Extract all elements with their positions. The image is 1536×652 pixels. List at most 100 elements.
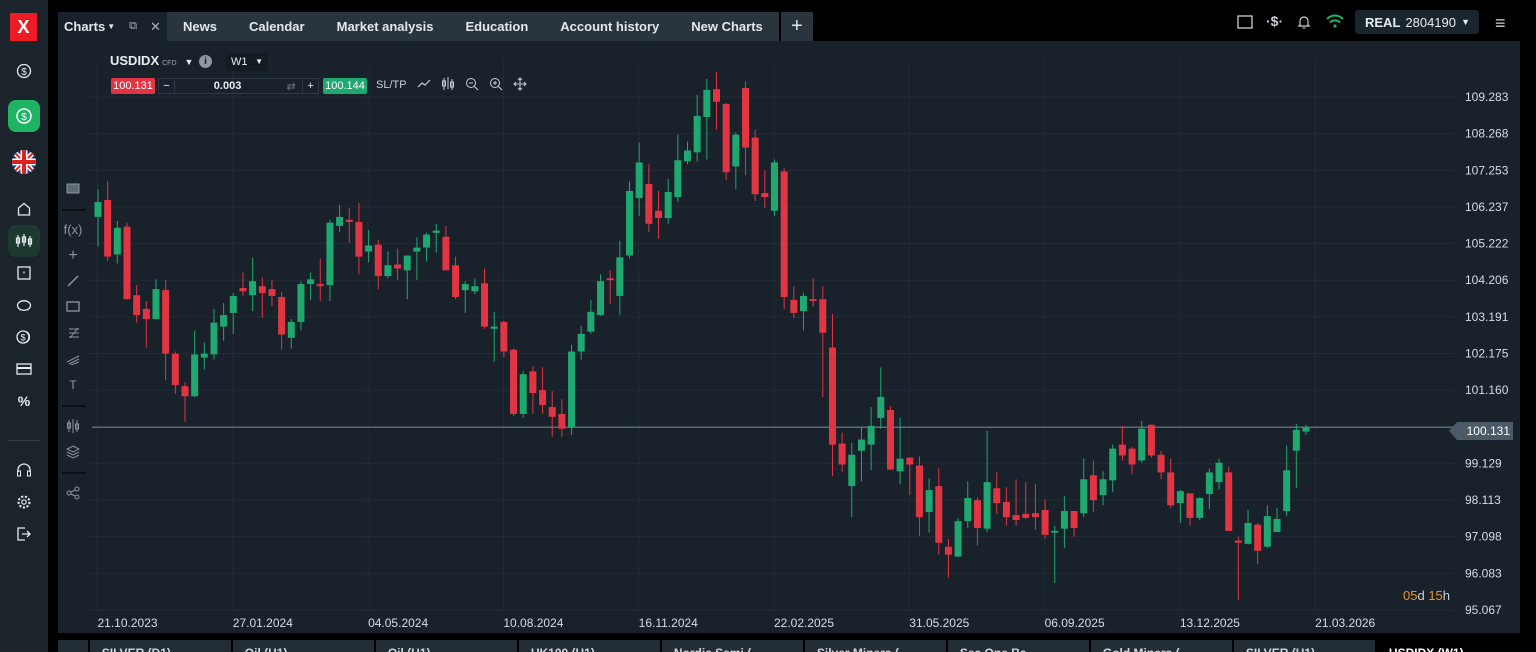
coins-icon[interactable]: $ xyxy=(8,321,40,353)
chart-tab[interactable]: Oil (H1) xyxy=(375,640,517,652)
chart-tab-active[interactable]: USDIDX (W1) xyxy=(1376,640,1518,652)
candle-bullish xyxy=(664,179,672,224)
hamburger-menu-icon[interactable]: ≡ xyxy=(1495,13,1506,33)
add-tab-button[interactable]: + xyxy=(780,12,813,41)
line-chart-icon[interactable] xyxy=(417,78,431,93)
swap-icon[interactable]: ⇄ xyxy=(286,80,296,93)
candle-body xyxy=(848,454,856,487)
chart-tab[interactable]: UK100 (H1) xyxy=(518,640,660,652)
candle-bearish xyxy=(374,239,382,290)
price-tick-label: 106.237 xyxy=(1465,200,1509,214)
deposit-button[interactable]: $ xyxy=(8,100,40,132)
candle-body xyxy=(355,221,363,257)
calendar-icon[interactable]: * xyxy=(8,257,40,289)
candle-bearish xyxy=(548,391,556,437)
tab-news[interactable]: News xyxy=(167,12,233,41)
close-icon[interactable]: ✕ xyxy=(149,18,161,34)
chevron-down-icon[interactable]: ▼ xyxy=(107,22,116,31)
chart-tab[interactable]: SILVER (H1) xyxy=(1233,640,1375,652)
volume-input[interactable]: 0.003 xyxy=(213,80,242,92)
fibonacci-icon[interactable] xyxy=(60,327,86,342)
tab-market-analysis[interactable]: Market analysis xyxy=(320,12,450,41)
chart-tab[interactable]: Sea One Ba... xyxy=(947,640,1089,652)
uk-flag-icon[interactable] xyxy=(8,146,40,178)
dollar-circle-icon[interactable]: $ xyxy=(8,55,40,87)
share-icon[interactable] xyxy=(60,486,86,503)
info-icon[interactable]: i xyxy=(199,55,212,68)
home-icon[interactable] xyxy=(8,193,40,225)
tab-education[interactable]: Education xyxy=(449,12,545,41)
layers-icon[interactable] xyxy=(60,445,86,462)
popout-icon[interactable]: ⧉ xyxy=(129,20,137,32)
currency-exchange-icon[interactable]: ·$· xyxy=(1266,13,1284,29)
date-tick-label: 22.02.2025 xyxy=(774,616,834,630)
candle-bullish xyxy=(229,293,237,334)
screen-icon[interactable] xyxy=(60,183,86,198)
volume-stepper[interactable]: − 0.003 ⇄ + xyxy=(158,78,319,94)
decrease-volume-button[interactable]: − xyxy=(159,80,175,92)
candle-body xyxy=(200,353,208,358)
move-icon[interactable] xyxy=(513,77,527,94)
increase-volume-button[interactable]: + xyxy=(302,80,318,92)
candle-body xyxy=(703,89,711,117)
candlestick-type-icon[interactable] xyxy=(441,77,455,94)
instrument-selector[interactable]: USDIDX CFD ▼ xyxy=(110,53,194,68)
zoom-in-icon[interactable] xyxy=(489,77,503,94)
date-tick-label: 21.10.2023 xyxy=(98,616,158,630)
rectangle-icon[interactable] xyxy=(60,301,86,315)
candle-body xyxy=(278,297,286,335)
logout-icon[interactable] xyxy=(8,518,40,550)
indicators-candles-icon[interactable] xyxy=(60,419,86,436)
fx-icon[interactable]: f(x) xyxy=(63,222,83,237)
settings-icon[interactable] xyxy=(8,486,40,518)
card-icon[interactable] xyxy=(8,353,40,385)
text-icon[interactable]: T xyxy=(69,378,77,392)
bell-icon[interactable] xyxy=(1297,14,1311,33)
headset-icon[interactable] xyxy=(8,454,40,486)
tab-calendar[interactable]: Calendar xyxy=(232,12,321,41)
candle-bullish xyxy=(1302,424,1310,435)
pitchfork-icon[interactable] xyxy=(60,353,86,368)
candle-bullish xyxy=(249,257,257,312)
tab-account-history[interactable]: Account history xyxy=(544,12,676,41)
xtb-logo[interactable]: X xyxy=(10,13,37,41)
chart-icon[interactable] xyxy=(8,225,40,257)
account-selector[interactable]: REAL 2804190 ▼ xyxy=(1355,10,1479,34)
piggy-bank-icon[interactable] xyxy=(8,289,40,321)
candle-bullish xyxy=(799,293,807,331)
chart-tab[interactable]: Gold Miners (... xyxy=(1090,640,1232,652)
chart-tab[interactable]: SILVER (D1) xyxy=(89,640,231,652)
timeframe-select[interactable]: W1 ▼ xyxy=(226,53,268,71)
chart-tab[interactable]: Nordic Semi (... xyxy=(661,640,803,652)
candle-bearish xyxy=(1225,466,1233,531)
sell-button[interactable]: 100.131 xyxy=(111,78,155,94)
candle-body xyxy=(1254,524,1262,551)
candle-body xyxy=(780,171,788,298)
trendline-icon[interactable] xyxy=(60,275,86,290)
candle-bullish xyxy=(1244,509,1252,545)
candle-body xyxy=(249,281,257,296)
chart-tab[interactable]: Silver Miners (... xyxy=(804,640,946,652)
candle-body xyxy=(1099,479,1107,496)
tabs-scroll-left[interactable] xyxy=(58,640,88,652)
percent-icon[interactable]: % xyxy=(17,393,31,409)
candle-bullish xyxy=(684,141,692,165)
window-icon[interactable] xyxy=(1237,15,1253,32)
candle-bearish xyxy=(442,225,450,271)
zoom-out-icon[interactable] xyxy=(465,77,479,94)
candle-bearish xyxy=(1070,511,1078,537)
candle-body xyxy=(1070,511,1078,528)
tab-new-charts[interactable]: New Charts xyxy=(675,12,779,41)
candle-bullish xyxy=(577,325,585,360)
chart-tab[interactable]: Oil (H1) xyxy=(232,640,374,652)
candle-bearish xyxy=(828,313,836,477)
tab-charts[interactable]: Charts ▼ ⧉ ✕ xyxy=(58,12,167,41)
sltp-button[interactable]: SL/TP xyxy=(376,79,407,91)
candle-body xyxy=(1138,428,1146,461)
candle-bullish xyxy=(693,94,701,162)
candle-bearish xyxy=(915,456,923,536)
candle-bullish xyxy=(1051,525,1059,584)
buy-button[interactable]: 100.144 xyxy=(323,78,367,94)
crosshair-icon[interactable]: + xyxy=(68,247,78,264)
